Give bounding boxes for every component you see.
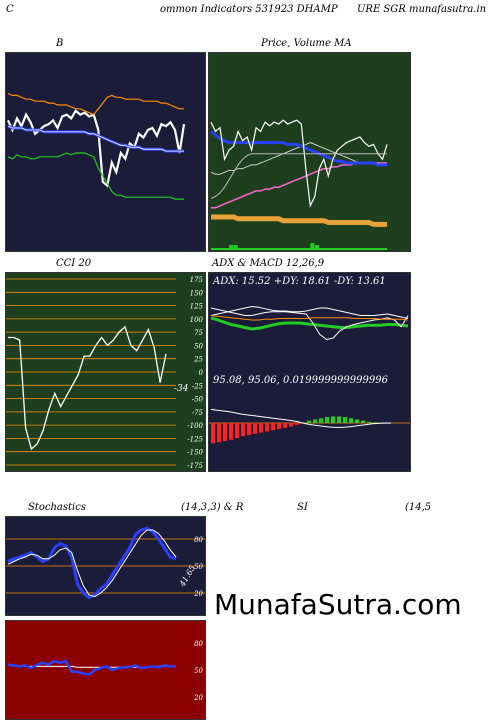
bb-price-line: [7, 109, 186, 188]
macd-bar: [271, 423, 276, 431]
macd-bar: [307, 420, 312, 423]
rsi-chart: 80 50 20: [7, 640, 204, 702]
bollinger-chart: [7, 92, 186, 200]
cci-tick-label: -125: [187, 435, 203, 443]
macd-bar: [295, 423, 300, 425]
macd-bar: [367, 421, 372, 423]
macd-bar: [337, 416, 342, 423]
adx-readout: ADX: 15.52 +DY: 18.61 -DY: 13.61: [213, 276, 386, 287]
macd-bar: [223, 423, 228, 441]
cci-tick-label: 175: [190, 276, 204, 284]
cci-tick-label: -25: [192, 382, 204, 390]
header-title: ommon Indicators 531923 DHAMP: [160, 4, 338, 15]
cci-panel: 175 150 125 100 75 50 25 0 -25 -50 -75 -100 -125 -150…: [5, 272, 206, 472]
ma-pink-line: [211, 162, 387, 209]
adx-line: [210, 316, 409, 331]
stoch-value-label: 41.65: [177, 564, 197, 589]
minus-di-line: [210, 305, 409, 319]
macd-readout: 95.08, 95.06, 0.019999999999996: [213, 375, 388, 386]
ma-long-line: [211, 214, 387, 227]
cci-tick-label: -75: [192, 409, 204, 417]
stoch-tick-label: 50: [194, 563, 203, 571]
cci-line: [8, 325, 167, 451]
macd-bar: [361, 420, 366, 423]
macd-bar: [289, 423, 294, 427]
macd-bar: [235, 423, 240, 438]
cci-tick-label: -50: [192, 396, 204, 404]
bb-middle-inner: [7, 125, 184, 152]
volume-bar: [233, 245, 238, 249]
rsi-panel: 80 50 20: [5, 620, 206, 720]
volume-bar: [310, 243, 315, 249]
cci-title: CCI 20: [56, 258, 92, 269]
macd-bar: [241, 423, 246, 437]
adx-ref-line: [210, 315, 409, 321]
macd-bar: [217, 423, 222, 443]
ma-blue-line: [210, 130, 387, 167]
ma-grey2-line: [210, 153, 387, 199]
stoch-k-line: [7, 526, 177, 600]
ma-grey-line: [210, 142, 387, 175]
rsi-line: [7, 659, 176, 676]
macd-bar: [313, 419, 318, 423]
macd-bar: [211, 423, 216, 444]
price-ma-chart: [210, 119, 388, 250]
macd-bar: [343, 417, 348, 423]
macd-bar: [253, 423, 258, 434]
macd-bar: [259, 423, 264, 433]
header-source: URE SGR munafasutra.in: [357, 4, 487, 15]
stochastics-panel: 80 50 20 41.65: [5, 516, 206, 616]
macd-bar: [319, 418, 324, 423]
stoch-d-line: [7, 529, 177, 598]
bollinger-title: B: [56, 38, 64, 49]
bb-upper-band: [7, 152, 184, 200]
cci-tick-label: 100: [190, 316, 204, 324]
cci-tick-label: 150: [190, 289, 204, 297]
cci-tick-label: -100: [187, 422, 203, 430]
macd-bar: [349, 418, 354, 423]
rsi-title: SI: [297, 502, 308, 513]
bollinger-panel: [5, 52, 206, 252]
stoch-tick-label: 80: [194, 536, 203, 544]
adx-title: ADX & MACD 12,26,9: [212, 258, 325, 269]
cci-tick-label: 50: [194, 342, 203, 350]
macd-bar: [283, 423, 288, 428]
price-ma-title: Price, Volume MA: [261, 38, 352, 49]
cci-tick-label: -175: [187, 462, 203, 470]
volume-bar: [314, 245, 319, 249]
volume-bar: [229, 245, 234, 249]
macd-bar: [229, 423, 234, 440]
cci-tick-label: 125: [190, 303, 204, 311]
cci-tick-label: 0: [199, 369, 204, 377]
stoch-tick-label: 20: [193, 590, 203, 598]
header-fragment: C: [6, 4, 14, 15]
stochastics-params: (14,3,3) & R: [181, 502, 244, 513]
macd-bar: [325, 417, 330, 423]
stochastics-title: Stochastics: [28, 502, 86, 513]
macd-bar: [277, 423, 282, 429]
rsi-tick-label: 50: [194, 667, 203, 675]
bb-lower-band: [7, 92, 184, 116]
macd-bar: [355, 419, 360, 423]
cci-tick-label: 75: [194, 329, 203, 337]
price-line: [210, 119, 388, 208]
macd-line: [210, 408, 392, 428]
cci-value-label: -34: [174, 384, 189, 394]
rsi-tick-label: 80: [194, 640, 203, 648]
macd-bar: [373, 422, 378, 423]
watermark: MunafaSutra.com: [214, 588, 462, 621]
rsi-params: (14,5: [405, 502, 432, 513]
cci-chart: 175 150 125 100 75 50 25 0 -25 -50 -75 -100 -125 -150…: [6, 276, 204, 470]
macd-bar: [265, 423, 270, 432]
cci-tick-label: 25: [193, 356, 203, 364]
macd-bar: [331, 416, 336, 423]
macd-bar: [247, 423, 252, 435]
cci-tick-label: -150: [187, 449, 203, 457]
adx-macd-chart: [209, 305, 410, 444]
adx-panel: ADX: 15.52 +DY: 18.61 -DY: 13.61 95.08, …: [208, 272, 411, 472]
rsi-tick-label: 20: [193, 694, 203, 702]
price-ma-panel: [208, 52, 411, 252]
